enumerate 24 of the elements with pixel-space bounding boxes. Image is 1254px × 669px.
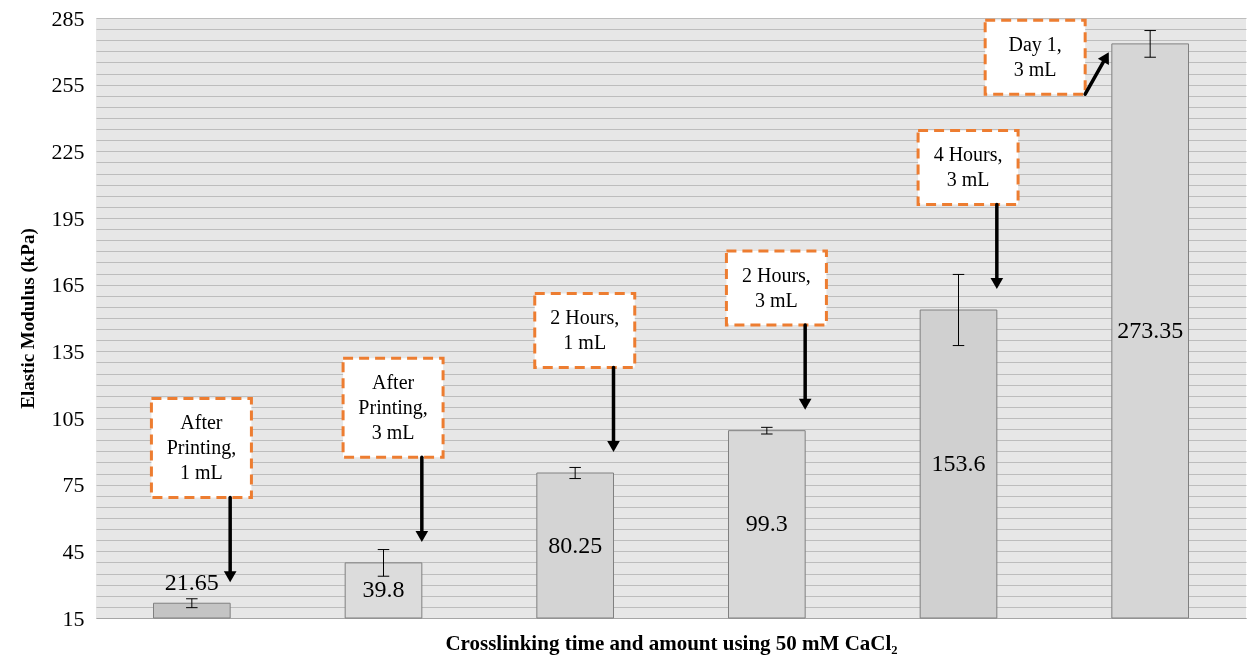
y-tick-label: 45 bbox=[62, 538, 85, 564]
data-label: 39.8 bbox=[362, 576, 405, 603]
annotation: 4 Hours, 3 mL bbox=[933, 142, 1003, 190]
annotation: After Printing, 3 mL bbox=[358, 370, 428, 443]
annotation: Day 1, 3 mL bbox=[1008, 32, 1062, 80]
y-tick-label: 285 bbox=[51, 5, 85, 31]
data-label: 21.65 bbox=[164, 568, 219, 595]
y-tick-label: 195 bbox=[51, 205, 85, 231]
x-axis-title: Crosslinking time and amount using 50 mM CaCl₂ bbox=[445, 630, 898, 655]
y-tick-label: 225 bbox=[51, 138, 85, 164]
data-label: 80.25 bbox=[548, 531, 603, 558]
y-tick-label: 15 bbox=[62, 605, 85, 631]
data-label: 153.6 bbox=[931, 450, 986, 476]
annotation: After Printing, 1 mL bbox=[166, 411, 237, 484]
y-tick-label: 255 bbox=[51, 72, 85, 98]
data-label: 273.35 bbox=[1117, 316, 1184, 343]
data-label: 99.3 bbox=[745, 510, 788, 537]
y-tick-label: 165 bbox=[51, 272, 85, 298]
y-tick-label: 75 bbox=[62, 472, 85, 498]
annotation: 2 Hours, 1 mL bbox=[550, 305, 620, 353]
y-tick-label: 135 bbox=[51, 338, 85, 364]
y-tick-label: 105 bbox=[51, 405, 85, 431]
y-axis-title: Elastic Modulus (kPa) bbox=[16, 228, 39, 409]
annotation: 2 Hours, 3 mL bbox=[741, 263, 811, 311]
